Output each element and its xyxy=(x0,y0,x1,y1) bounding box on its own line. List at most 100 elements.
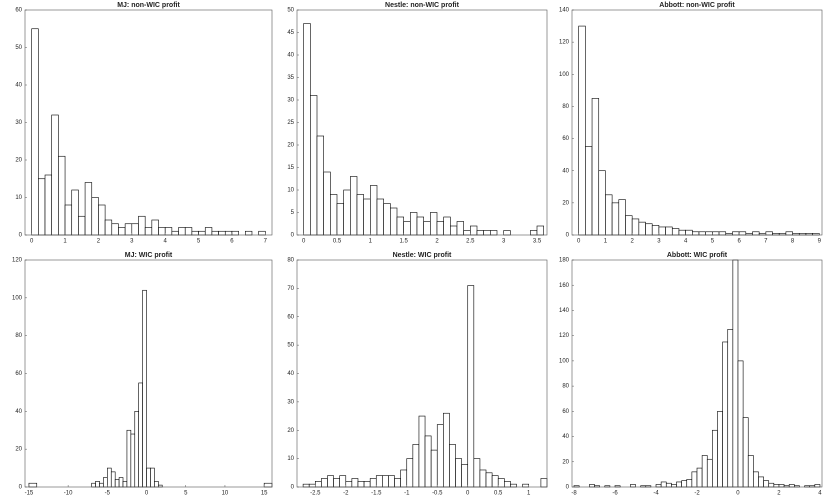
bar xyxy=(363,481,371,488)
bar xyxy=(184,227,193,236)
bar xyxy=(95,481,100,488)
x-tick-label: -0.5 xyxy=(432,491,443,497)
bar xyxy=(660,481,667,488)
bar xyxy=(718,231,727,236)
bar xyxy=(258,230,266,236)
x-tick-label: 15 xyxy=(261,491,268,497)
bar xyxy=(204,227,213,236)
axes-box xyxy=(571,9,823,236)
bar xyxy=(130,433,136,488)
bar xyxy=(363,198,371,236)
y-tick-label: 15 xyxy=(287,165,294,171)
bar xyxy=(753,471,759,488)
bar xyxy=(154,481,159,488)
x-tick-label: 8 xyxy=(791,239,795,245)
y-tick-label: 0 xyxy=(566,485,570,491)
bar xyxy=(244,230,253,236)
x-tick-label: 3 xyxy=(657,239,661,245)
y-tick-label: 30 xyxy=(287,399,294,405)
bar xyxy=(705,231,713,236)
x-tick-label: -2 xyxy=(343,491,349,497)
x-tick-label: 3 xyxy=(130,239,134,245)
x-tick-label: -10 xyxy=(64,491,73,497)
bar xyxy=(51,114,59,236)
y-tick-label: 20 xyxy=(562,459,569,465)
bar xyxy=(104,219,113,236)
bar xyxy=(605,194,613,236)
bar xyxy=(418,415,426,488)
y-tick-label: 25 xyxy=(287,120,294,126)
x-tick-label: 3 xyxy=(502,239,506,245)
axes-box xyxy=(24,259,273,488)
chart-title: Nestle: WIC profit xyxy=(393,252,452,259)
bar xyxy=(463,230,471,236)
bar xyxy=(356,194,364,236)
x-tick-label: 7 xyxy=(764,239,768,245)
bar xyxy=(598,170,606,236)
bar xyxy=(747,455,754,488)
bar xyxy=(330,194,338,236)
bar xyxy=(142,289,147,488)
bar xyxy=(84,182,93,236)
bar xyxy=(134,411,139,488)
x-tick-label: -2.5 xyxy=(310,491,321,497)
bar xyxy=(763,480,770,488)
bar xyxy=(191,230,199,236)
y-tick-label: 80 xyxy=(15,333,22,339)
bar xyxy=(146,467,151,488)
y-tick-label: 80 xyxy=(562,384,569,390)
bar xyxy=(737,360,744,488)
bar xyxy=(118,477,124,488)
bar xyxy=(211,230,219,236)
y-tick-label: 20 xyxy=(15,447,22,453)
x-tick-label: 6 xyxy=(737,239,741,245)
bar xyxy=(717,411,723,488)
chart-title: Abbott: non-WIC profit xyxy=(659,2,735,9)
y-tick-label: 0 xyxy=(291,485,295,491)
bar xyxy=(158,227,166,236)
bar xyxy=(485,472,493,488)
bar xyxy=(376,198,384,236)
y-tick-label: 20 xyxy=(562,200,569,206)
y-tick-label: 60 xyxy=(287,314,294,320)
bar xyxy=(589,484,595,488)
bar xyxy=(111,223,119,236)
bar xyxy=(144,227,153,236)
bar xyxy=(178,227,186,236)
bar xyxy=(470,225,478,236)
x-tick-label: -8 xyxy=(571,491,577,497)
bar xyxy=(131,223,139,236)
bar xyxy=(316,135,324,236)
bar xyxy=(638,221,646,236)
y-tick-label: 60 xyxy=(15,371,22,377)
bar xyxy=(436,424,444,488)
x-tick-label: -15 xyxy=(25,491,34,497)
x-tick-label: 0 xyxy=(466,491,470,497)
axes-box xyxy=(571,259,823,488)
bar xyxy=(758,476,764,488)
bar xyxy=(98,204,106,236)
bar xyxy=(416,216,424,236)
bar xyxy=(651,225,660,236)
y-tick-label: 0 xyxy=(19,233,23,239)
x-tick-label: 5 xyxy=(711,239,715,245)
y-tick-label: 80 xyxy=(287,258,294,264)
x-tick-label: 2 xyxy=(777,491,781,497)
bar xyxy=(752,231,760,236)
x-tick-label: 0.5 xyxy=(333,239,342,245)
bar xyxy=(314,481,322,488)
bar xyxy=(645,223,653,236)
bar xyxy=(430,212,438,236)
bar xyxy=(406,458,414,488)
x-tick-label: 0.5 xyxy=(494,491,503,497)
y-tick-label: 70 xyxy=(287,286,294,292)
y-tick-label: 180 xyxy=(559,258,570,264)
bar xyxy=(231,230,239,236)
y-tick-label: 160 xyxy=(559,283,570,289)
bar xyxy=(479,469,487,488)
bar xyxy=(655,484,662,488)
bar xyxy=(424,435,432,488)
bar xyxy=(370,185,378,236)
x-tick-label: 4 xyxy=(818,491,822,497)
